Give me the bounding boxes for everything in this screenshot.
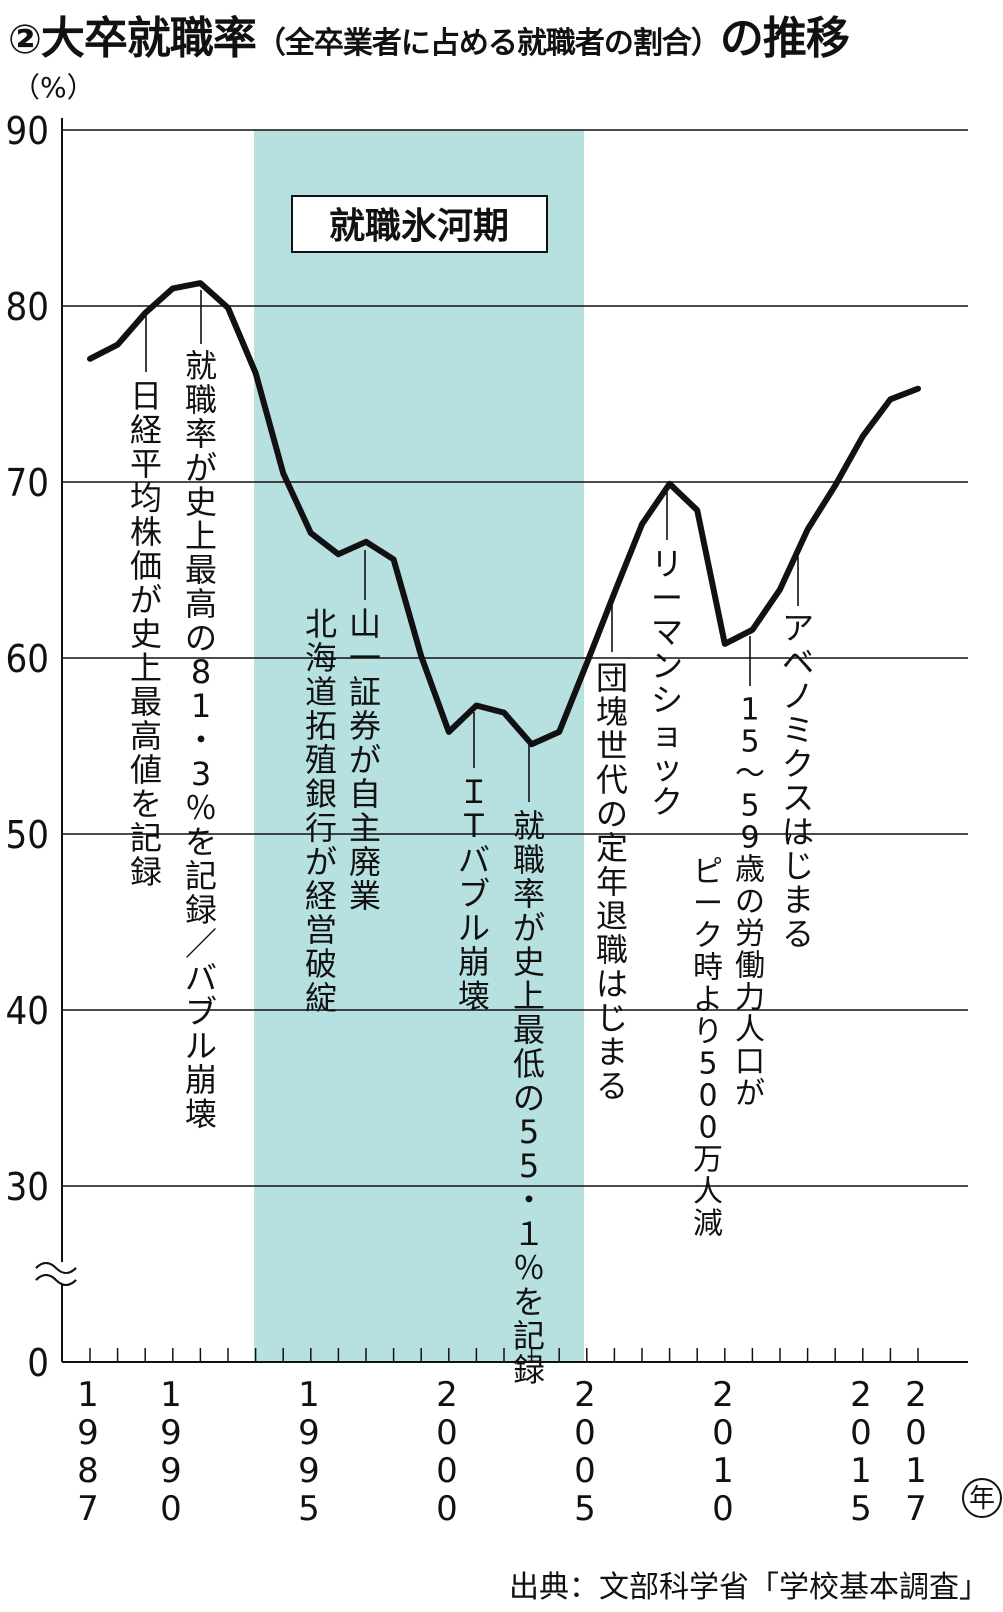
- title-number: ②: [8, 17, 42, 63]
- y-tick-label: 50: [6, 813, 50, 857]
- data-point: [916, 387, 920, 391]
- ice-age-label-box: [291, 195, 548, 253]
- y-tick-label: 40: [6, 989, 50, 1033]
- data-point: [116, 343, 120, 347]
- data-point: [198, 281, 202, 285]
- data-point: [861, 434, 865, 438]
- annotation-text: 就職率が史上最低の 5 5 ・１％を記録: [513, 807, 545, 1389]
- data-point: [833, 484, 837, 488]
- data-point: [226, 306, 230, 310]
- data-point: [88, 357, 92, 361]
- y-tick-label: 30: [6, 1165, 50, 1209]
- y-tick-label: 60: [6, 637, 50, 681]
- data-point: [474, 704, 478, 708]
- data-point: [888, 397, 892, 401]
- data-point: [364, 540, 368, 544]
- y-axis-unit: （%）: [12, 71, 95, 104]
- y-tick-label: 0: [27, 1341, 49, 1385]
- data-point: [640, 522, 644, 526]
- source-note: 出典：文部科学省「学校基本調査」: [509, 1570, 989, 1605]
- data-point: [612, 591, 616, 595]
- data-point: [502, 711, 506, 715]
- data-point: [336, 552, 340, 556]
- data-point: [281, 471, 285, 475]
- y-tick-label: 80: [6, 285, 50, 329]
- title-suffix: の推移: [719, 13, 850, 64]
- y-tick-label: 70: [6, 461, 50, 505]
- data-point: [668, 482, 672, 486]
- annotation-text: ＩＴバブル崩壊: [458, 773, 490, 1015]
- data-point: [806, 528, 810, 532]
- annotation-text: ピーク時より 5 0 0 万人減: [693, 855, 723, 1242]
- annotation-text: リーマンショック: [651, 545, 683, 821]
- data-point: [530, 742, 534, 746]
- data-point: [254, 371, 258, 375]
- data-point: [447, 730, 451, 734]
- data-point: [750, 628, 754, 632]
- data-point: [392, 557, 396, 561]
- data-point: [171, 286, 175, 290]
- data-point: [143, 311, 147, 315]
- annotation-text: 団塊世代の定年退職はじまる: [596, 659, 628, 1105]
- data-point: [723, 642, 727, 646]
- annotation-text: 北海道拓殖銀行が経営破綻: [305, 605, 337, 1017]
- data-point: [585, 661, 589, 665]
- title-paren: （全卒業者に占める就職者の割合）: [255, 26, 721, 61]
- annotation-text: 山一証券が自主廃業: [349, 605, 381, 915]
- ice-age-label: 就職氷河期: [329, 206, 509, 247]
- annotation-text: 日経平均株価が史上最高値を記録: [130, 377, 162, 891]
- data-point: [778, 587, 782, 591]
- annotation-text: アベノミクスはじまる: [782, 609, 814, 953]
- data-point: [695, 508, 699, 512]
- data-point: [557, 730, 561, 734]
- annotation-text: 1 5 ～ 5 9 歳の労働力人口が: [735, 693, 765, 1112]
- annotation-text: 就職率が史上最高の 8 1 ・ 3 ％を記録／バブル崩壊: [185, 347, 217, 1133]
- data-point: [309, 531, 313, 535]
- y-tick-label: 90: [6, 109, 50, 153]
- data-point: [419, 654, 423, 658]
- year-unit-badge: 年: [962, 1478, 1002, 1518]
- title-main: 大卒就職率: [40, 13, 257, 64]
- chart-title: ②大卒就職率（全卒業者に占める就職者の割合）の推移: [8, 2, 850, 66]
